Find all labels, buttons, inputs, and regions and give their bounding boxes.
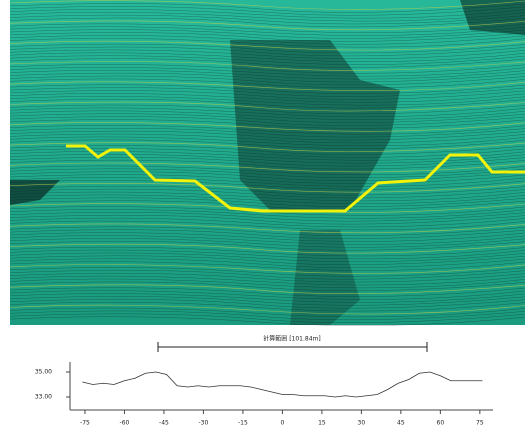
x-tick-label: -75 <box>80 420 90 427</box>
x-tick-label: 75 <box>476 420 484 427</box>
y-tick-label: 35.00 <box>35 369 52 376</box>
x-tick-label: 60 <box>437 420 445 427</box>
profile-line <box>82 372 482 397</box>
x-tick-label: -30 <box>199 420 209 427</box>
annotation: 計算範囲 [101.84m] <box>263 335 320 343</box>
x-tick-label: -15 <box>238 420 248 427</box>
x-tick-label: -45 <box>159 420 169 427</box>
terrain-render <box>10 0 525 326</box>
bracket: 計算範囲 [101.84m] <box>158 335 427 353</box>
figure: 計算範囲 [101.84m] 35.00 33.00 -75 -60 -45 -30 -15… <box>0 0 525 446</box>
x-tick-label: 15 <box>318 420 326 427</box>
page: {"chart_data": {"type": "line", "annotat… <box>0 0 525 446</box>
x-tick-label: 30 <box>358 420 366 427</box>
x-tick-label: 0 <box>280 420 284 427</box>
x-tick-label: 45 <box>397 420 405 427</box>
x-tick-label: -60 <box>120 420 130 427</box>
y-tick-label: 33.00 <box>35 394 52 401</box>
